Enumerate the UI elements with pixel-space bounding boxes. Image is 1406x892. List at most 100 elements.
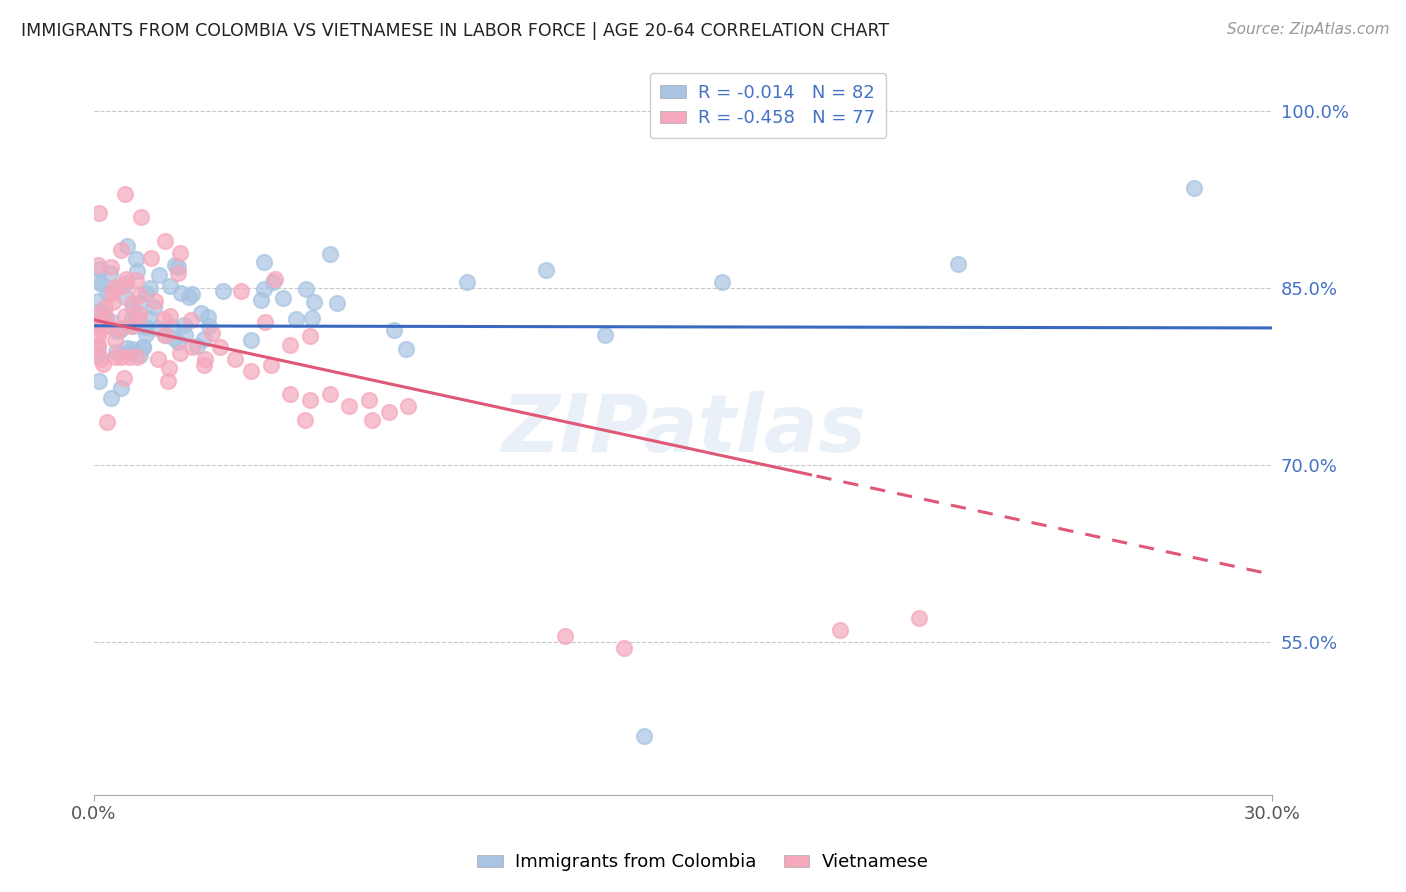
Point bbox=[165, 258, 187, 272]
Point bbox=[87, 307, 110, 321]
Point bbox=[395, 342, 418, 356]
Point bbox=[115, 272, 138, 286]
Point bbox=[128, 348, 150, 362]
Point bbox=[285, 311, 308, 326]
Point bbox=[128, 288, 150, 302]
Point bbox=[87, 293, 110, 308]
Point bbox=[157, 361, 180, 376]
Point bbox=[167, 266, 190, 280]
Point bbox=[167, 334, 190, 349]
Point bbox=[253, 282, 276, 296]
Point bbox=[135, 286, 157, 301]
Point bbox=[252, 255, 274, 269]
Point bbox=[396, 399, 419, 413]
Point bbox=[110, 244, 132, 258]
Point bbox=[148, 268, 170, 282]
Point bbox=[90, 351, 112, 366]
Point bbox=[135, 326, 157, 341]
Point bbox=[135, 319, 157, 334]
Point bbox=[948, 258, 970, 272]
Point bbox=[87, 318, 110, 333]
Point bbox=[121, 311, 143, 326]
Point bbox=[170, 286, 193, 301]
Point bbox=[456, 275, 478, 289]
Point bbox=[125, 252, 148, 266]
Point bbox=[104, 280, 127, 294]
Point bbox=[318, 387, 340, 401]
Point bbox=[593, 328, 616, 343]
Point bbox=[138, 310, 160, 325]
Point bbox=[1182, 181, 1205, 195]
Point bbox=[153, 328, 176, 343]
Point bbox=[253, 315, 276, 329]
Point bbox=[94, 310, 117, 325]
Point bbox=[114, 290, 136, 304]
Point bbox=[114, 186, 136, 201]
Point bbox=[120, 318, 142, 333]
Point bbox=[89, 303, 111, 318]
Point bbox=[262, 276, 284, 290]
Legend: R = -0.014   N = 82, R = -0.458   N = 77: R = -0.014 N = 82, R = -0.458 N = 77 bbox=[650, 73, 886, 138]
Point bbox=[146, 321, 169, 335]
Point bbox=[186, 339, 208, 353]
Point bbox=[159, 309, 181, 323]
Point bbox=[280, 387, 302, 401]
Point bbox=[173, 318, 195, 332]
Point bbox=[193, 332, 215, 346]
Point bbox=[190, 305, 212, 319]
Point bbox=[89, 261, 111, 276]
Point bbox=[101, 286, 124, 301]
Point bbox=[169, 346, 191, 360]
Point bbox=[167, 260, 190, 274]
Point bbox=[143, 300, 166, 314]
Point bbox=[240, 363, 263, 377]
Point bbox=[93, 300, 115, 314]
Point bbox=[160, 320, 183, 334]
Point bbox=[711, 275, 734, 289]
Point bbox=[197, 310, 219, 324]
Point bbox=[118, 350, 141, 364]
Point bbox=[110, 350, 132, 364]
Point bbox=[299, 329, 322, 343]
Point bbox=[153, 312, 176, 326]
Point bbox=[132, 341, 155, 355]
Point bbox=[127, 314, 149, 328]
Point bbox=[141, 251, 163, 265]
Point bbox=[271, 291, 294, 305]
Point bbox=[101, 294, 124, 309]
Point bbox=[90, 277, 112, 292]
Text: IMMIGRANTS FROM COLOMBIA VS VIETNAMESE IN LABOR FORCE | AGE 20-64 CORRELATION CH: IMMIGRANTS FROM COLOMBIA VS VIETNAMESE I… bbox=[21, 22, 889, 40]
Point bbox=[91, 357, 114, 371]
Point bbox=[250, 293, 273, 308]
Point bbox=[115, 239, 138, 253]
Point bbox=[121, 343, 143, 357]
Point bbox=[229, 284, 252, 298]
Point bbox=[633, 729, 655, 743]
Point bbox=[664, 98, 686, 112]
Point bbox=[87, 347, 110, 361]
Point bbox=[194, 352, 217, 367]
Point bbox=[260, 358, 283, 372]
Point bbox=[534, 263, 557, 277]
Point bbox=[198, 319, 221, 334]
Point bbox=[163, 331, 186, 345]
Point bbox=[110, 381, 132, 395]
Point bbox=[117, 346, 139, 360]
Point bbox=[129, 211, 152, 225]
Point bbox=[108, 322, 131, 336]
Point bbox=[181, 340, 204, 354]
Point bbox=[87, 316, 110, 330]
Point bbox=[87, 340, 110, 354]
Point bbox=[554, 629, 576, 643]
Point bbox=[122, 319, 145, 334]
Point bbox=[295, 282, 318, 296]
Point bbox=[112, 371, 135, 385]
Point bbox=[211, 284, 233, 298]
Point bbox=[105, 325, 128, 339]
Point bbox=[830, 623, 852, 637]
Point bbox=[101, 315, 124, 329]
Point bbox=[201, 326, 224, 340]
Point bbox=[93, 306, 115, 320]
Point bbox=[132, 340, 155, 354]
Point bbox=[613, 640, 636, 655]
